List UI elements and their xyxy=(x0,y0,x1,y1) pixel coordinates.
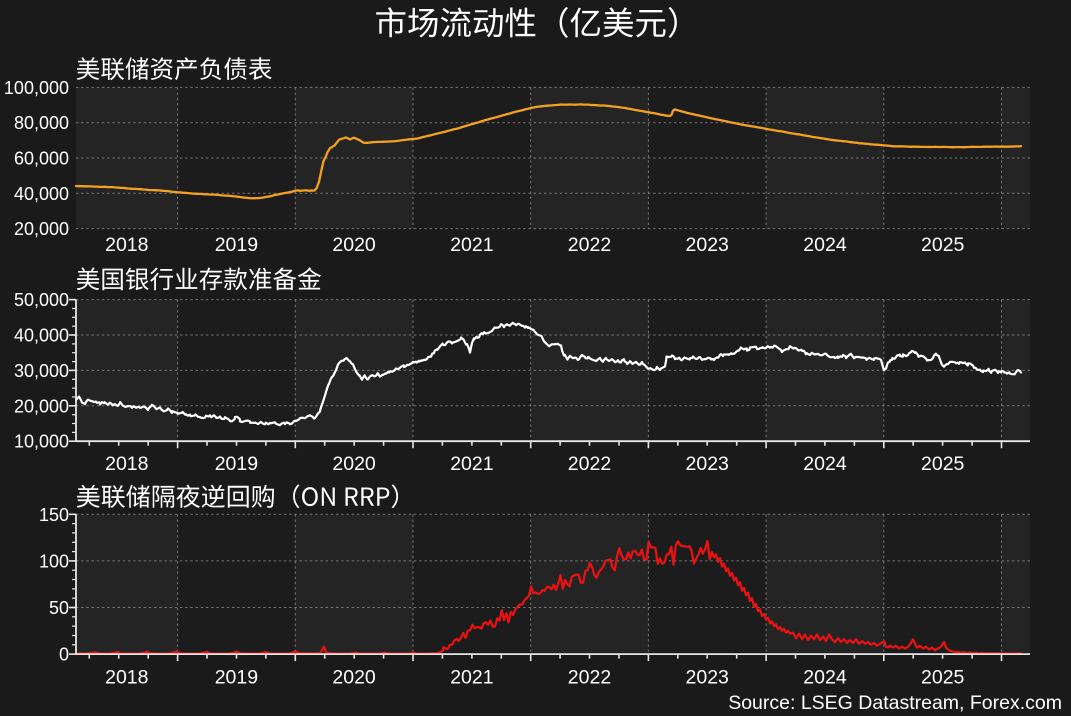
svg-text:2023: 2023 xyxy=(686,453,729,475)
svg-text:2024: 2024 xyxy=(803,234,847,256)
svg-text:2024: 2024 xyxy=(803,453,847,475)
svg-text:2025: 2025 xyxy=(921,667,965,689)
svg-text:10,000: 10,000 xyxy=(14,432,69,452)
svg-text:2018: 2018 xyxy=(105,667,148,689)
svg-text:100,000: 100,000 xyxy=(4,78,69,98)
svg-text:2020: 2020 xyxy=(332,453,376,475)
svg-text:2024: 2024 xyxy=(803,667,847,689)
svg-text:30,000: 30,000 xyxy=(14,361,69,381)
svg-text:50: 50 xyxy=(49,598,69,618)
svg-text:40,000: 40,000 xyxy=(14,184,69,204)
svg-text:2018: 2018 xyxy=(105,453,148,475)
svg-text:2022: 2022 xyxy=(568,667,611,689)
svg-text:2019: 2019 xyxy=(215,453,258,475)
svg-text:20,000: 20,000 xyxy=(14,219,69,239)
svg-text:2023: 2023 xyxy=(686,667,729,689)
svg-text:2025: 2025 xyxy=(921,453,965,475)
svg-text:Source: LSEG Datastream, Forex: Source: LSEG Datastream, Forex.com xyxy=(728,692,1062,714)
svg-text:2020: 2020 xyxy=(332,234,376,256)
svg-text:150: 150 xyxy=(39,505,69,525)
svg-text:80,000: 80,000 xyxy=(14,113,69,133)
svg-text:60,000: 60,000 xyxy=(14,149,69,169)
svg-text:2021: 2021 xyxy=(450,453,493,475)
svg-text:2021: 2021 xyxy=(450,667,493,689)
svg-text:2022: 2022 xyxy=(568,234,611,256)
svg-text:100: 100 xyxy=(39,551,69,571)
svg-text:2019: 2019 xyxy=(215,234,258,256)
svg-text:2025: 2025 xyxy=(921,234,965,256)
svg-text:2018: 2018 xyxy=(105,234,148,256)
svg-text:2022: 2022 xyxy=(568,453,611,475)
svg-text:2023: 2023 xyxy=(686,234,729,256)
svg-text:2019: 2019 xyxy=(215,667,258,689)
svg-text:20,000: 20,000 xyxy=(14,396,69,416)
svg-text:0: 0 xyxy=(59,645,69,665)
svg-text:2020: 2020 xyxy=(332,667,376,689)
svg-text:2021: 2021 xyxy=(450,234,493,256)
svg-text:50,000: 50,000 xyxy=(14,290,69,310)
svg-text:40,000: 40,000 xyxy=(14,326,69,346)
